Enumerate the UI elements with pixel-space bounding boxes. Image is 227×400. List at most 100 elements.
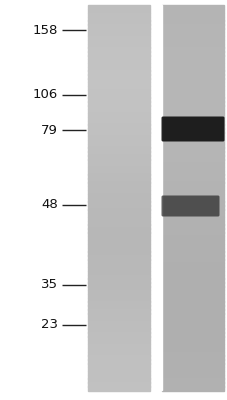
Bar <box>88 163 149 167</box>
Bar <box>161 298 223 302</box>
Bar <box>161 236 223 240</box>
Bar <box>161 194 223 198</box>
Text: 79: 79 <box>41 124 58 136</box>
Bar <box>88 101 149 106</box>
Bar <box>161 359 223 364</box>
Bar <box>161 274 223 279</box>
Bar <box>88 63 149 67</box>
Bar <box>161 178 223 182</box>
Bar <box>161 67 223 71</box>
Bar <box>161 24 223 29</box>
Bar <box>161 16 223 21</box>
Bar <box>161 271 223 275</box>
Bar <box>161 352 223 356</box>
Bar <box>161 244 223 248</box>
Bar <box>88 44 149 48</box>
Bar <box>161 201 223 206</box>
Bar <box>161 348 223 352</box>
Bar <box>88 178 149 182</box>
Bar <box>88 78 149 82</box>
Bar <box>161 136 223 140</box>
Bar <box>88 236 149 240</box>
Bar <box>161 386 223 390</box>
Text: 106: 106 <box>33 88 58 102</box>
Bar <box>88 32 149 36</box>
Bar <box>161 221 223 225</box>
Bar <box>161 290 223 294</box>
Bar <box>88 328 149 333</box>
Bar <box>88 263 149 267</box>
Bar <box>88 302 149 306</box>
Bar <box>161 186 223 190</box>
Bar <box>161 101 223 106</box>
Bar <box>88 355 149 360</box>
Bar <box>161 378 223 383</box>
Bar <box>161 90 223 94</box>
Bar <box>161 9 223 13</box>
Text: 35: 35 <box>41 278 58 292</box>
Bar <box>88 5 149 9</box>
Bar <box>88 36 149 40</box>
Bar <box>161 5 223 9</box>
Bar <box>88 244 149 248</box>
Bar <box>161 294 223 298</box>
Bar <box>88 186 149 190</box>
Bar <box>88 170 149 175</box>
Bar <box>88 28 149 32</box>
Bar <box>88 298 149 302</box>
Bar <box>161 332 223 337</box>
Bar <box>161 120 223 125</box>
Bar <box>88 240 149 244</box>
Bar <box>161 282 223 286</box>
Bar <box>161 167 223 171</box>
Bar <box>161 144 223 148</box>
Bar <box>161 40 223 44</box>
Bar <box>88 259 149 264</box>
Bar <box>88 332 149 337</box>
Bar <box>88 309 149 314</box>
Bar <box>88 248 149 252</box>
Bar <box>88 117 149 121</box>
Bar <box>161 278 223 283</box>
Bar <box>161 302 223 306</box>
Bar <box>88 144 149 148</box>
Bar <box>88 13 149 17</box>
FancyBboxPatch shape <box>161 116 224 142</box>
Bar <box>88 155 149 160</box>
Bar <box>88 290 149 294</box>
Bar <box>88 224 149 229</box>
Bar <box>161 151 223 156</box>
Bar <box>88 286 149 290</box>
Bar <box>161 224 223 229</box>
Bar <box>88 136 149 140</box>
Bar <box>161 113 223 117</box>
Bar <box>161 117 223 121</box>
Bar <box>161 240 223 244</box>
Bar <box>161 148 223 152</box>
Bar <box>161 78 223 82</box>
Bar <box>88 194 149 198</box>
Text: 23: 23 <box>41 318 58 332</box>
Bar <box>88 47 149 52</box>
Bar <box>88 120 149 125</box>
Bar <box>88 352 149 356</box>
Bar <box>161 232 223 236</box>
Bar <box>161 182 223 186</box>
Bar <box>161 124 223 129</box>
Bar <box>88 124 149 129</box>
Bar <box>161 324 223 329</box>
Bar <box>161 190 223 194</box>
Bar <box>161 97 223 102</box>
Text: 158: 158 <box>32 24 58 36</box>
Bar <box>88 59 149 63</box>
Bar <box>161 105 223 110</box>
Bar <box>161 259 223 264</box>
Bar <box>88 205 149 210</box>
Bar <box>88 151 149 156</box>
Bar <box>161 374 223 379</box>
Bar <box>161 305 223 310</box>
Bar <box>161 252 223 256</box>
Bar <box>88 252 149 256</box>
Bar <box>88 113 149 117</box>
Bar <box>88 82 149 86</box>
